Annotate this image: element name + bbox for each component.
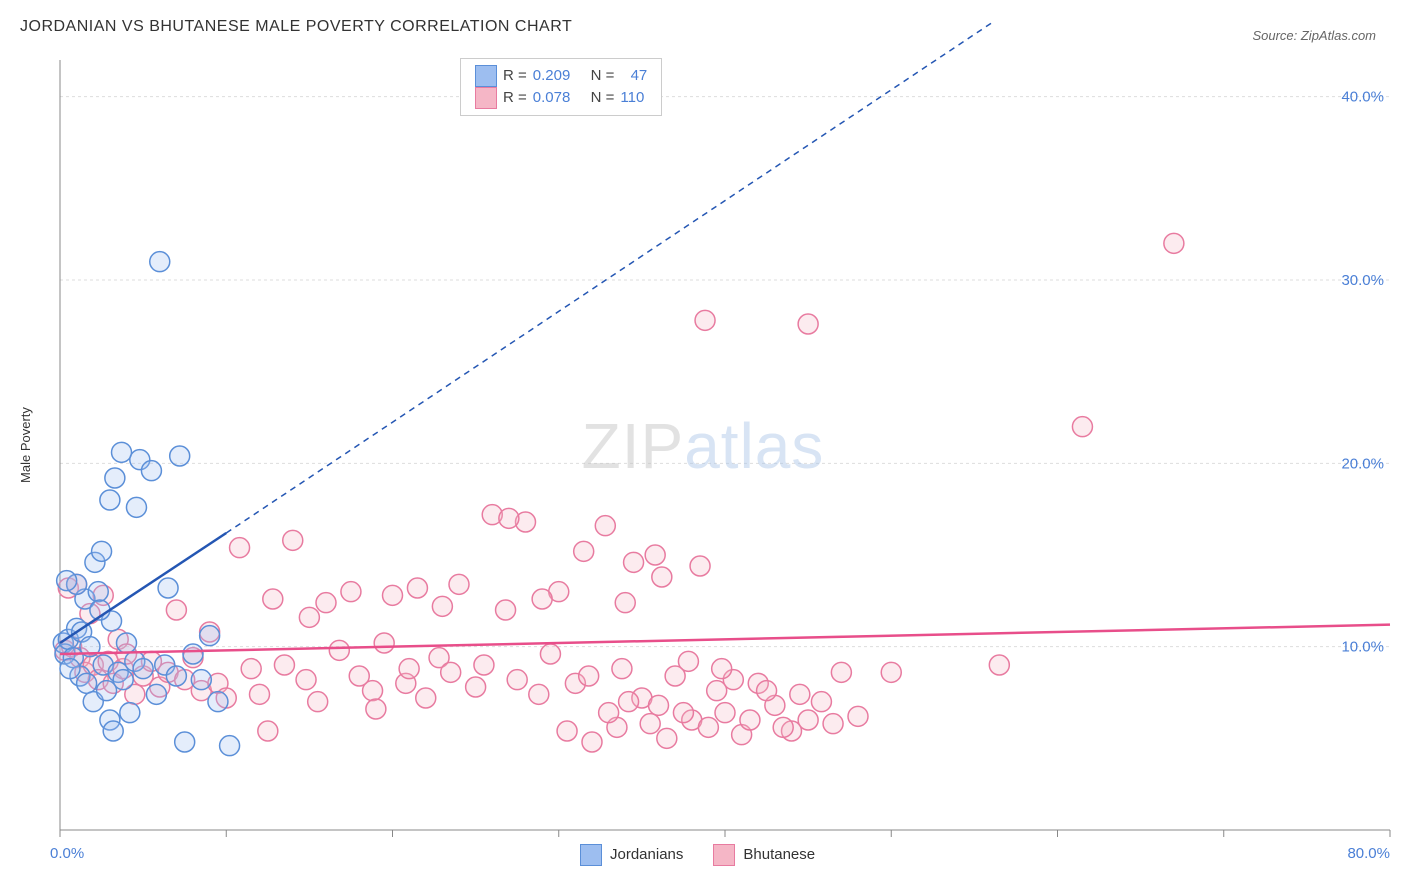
svg-text:30.0%: 30.0% (1341, 272, 1384, 289)
r-value-bhutanese: 0.078 (533, 87, 571, 109)
swatch-bhutanese-icon (475, 87, 497, 109)
correlation-legend: R = 0.209 N = 47 R = 0.078 N = 110 (460, 58, 662, 116)
r-label: R = (503, 87, 527, 109)
n-value-jordanian: 47 (631, 65, 648, 87)
swatch-bhutanese-icon (713, 844, 735, 866)
scatter-plot: 0.0% 80.0% 10.0% 20.0% 30.0% 40.0% Male Povert… (10, 10, 1396, 882)
r-label: R = (503, 65, 527, 87)
legend-row-jordanian: R = 0.209 N = 47 (475, 65, 647, 87)
n-value-bhutanese: 110 (620, 87, 644, 109)
swatch-jordanian-icon (580, 844, 602, 866)
n-label: N = (591, 65, 615, 87)
chart-container: JORDANIAN VS BHUTANESE MALE POVERTY CORR… (10, 10, 1396, 882)
svg-text:Male Poverty: Male Poverty (18, 407, 33, 483)
legend-item-jordanians: Jordanians (580, 844, 683, 866)
legend-row-bhutanese: R = 0.078 N = 110 (475, 87, 647, 109)
svg-text:20.0%: 20.0% (1341, 455, 1384, 472)
svg-text:40.0%: 40.0% (1341, 89, 1384, 106)
legend-item-bhutanese: Bhutanese (713, 844, 815, 866)
r-value-jordanian: 0.209 (533, 65, 571, 87)
series-legend: Jordanians Bhutanese (580, 844, 815, 866)
svg-text:80.0%: 80.0% (1347, 845, 1390, 862)
svg-text:10.0%: 10.0% (1341, 639, 1384, 656)
swatch-jordanian-icon (475, 65, 497, 87)
n-label: N = (591, 87, 615, 109)
svg-text:0.0%: 0.0% (50, 845, 84, 862)
